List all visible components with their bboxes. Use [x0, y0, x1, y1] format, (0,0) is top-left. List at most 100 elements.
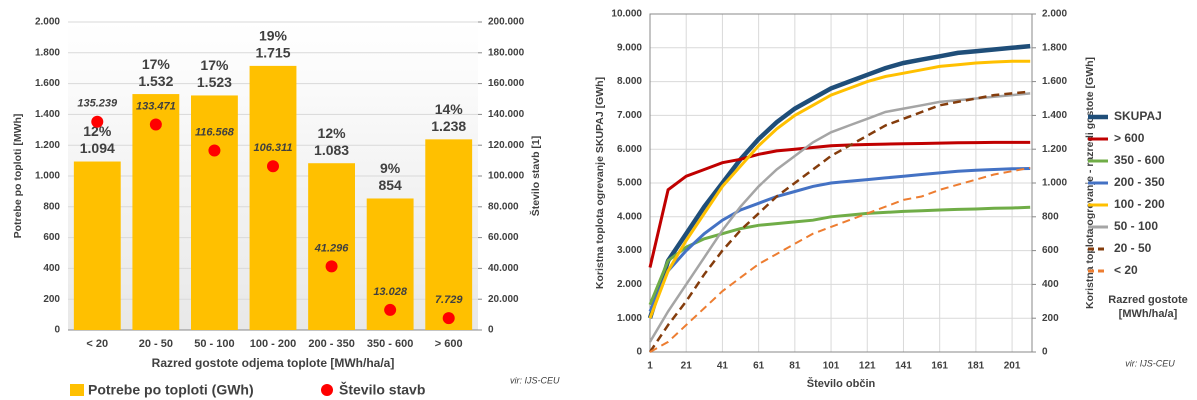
y-axis-title: Koristna toplota ogrevanje SKUPAJ [GWh] [594, 77, 606, 289]
bar-value-label: 854 [378, 177, 402, 193]
share-label: 17% [142, 56, 171, 72]
share-label: 14% [435, 101, 464, 117]
y2-tick-label: 1.800 [1042, 42, 1067, 53]
x-tick-label: 121 [859, 361, 876, 372]
legend-label: SKUPAJ [1114, 109, 1162, 123]
source-note: vir: IJS-CEU [1125, 358, 1175, 368]
y-tick-label: 1.600 [35, 78, 60, 89]
y2-tick-label: 20.000 [488, 294, 519, 305]
point-value-label: 116.568 [195, 126, 235, 138]
x-tick-label: 161 [931, 361, 948, 372]
x-tick-label: < 20 [86, 338, 108, 350]
y-tick-label: 400 [43, 263, 60, 274]
bar [191, 95, 238, 330]
x-axis-title: Število občin [807, 377, 876, 390]
y-tick-label: 0 [54, 325, 60, 336]
point-value-label: 133.471 [136, 100, 176, 112]
y2-tick-label: 180.000 [488, 47, 525, 58]
share-label: 17% [200, 57, 229, 73]
y-tick-label: 1.800 [35, 47, 60, 58]
point [384, 303, 397, 316]
x-tick-label: 101 [823, 361, 840, 372]
bar-value-label: 1.083 [314, 142, 349, 158]
point [91, 115, 104, 128]
y2-tick-label: 80.000 [488, 201, 519, 212]
y-tick-label: 800 [43, 201, 60, 212]
legend-label: 200 - 350 [1114, 175, 1165, 189]
bar [249, 65, 297, 330]
y2-tick-label: 0 [488, 325, 494, 336]
share-label: 12% [318, 125, 347, 141]
bar [425, 139, 473, 330]
y2-tick-label: 1.200 [1042, 144, 1067, 155]
x-tick-label: 1 [647, 361, 653, 372]
y2-tick-label: 200 [1042, 313, 1059, 324]
y2-tick-label: 1.000 [1042, 178, 1067, 189]
legend-swatch [70, 384, 84, 396]
bar-value-label: 1.523 [197, 74, 232, 90]
plot-frame [649, 13, 1033, 353]
y-tick-label: 200 [43, 294, 60, 305]
bar-value-label: 1.532 [138, 73, 173, 89]
point [208, 144, 221, 157]
point-value-label: 13.028 [373, 286, 408, 298]
series-line [649, 166, 1031, 353]
share-label: 9% [380, 160, 401, 176]
x-tick-label: 350 - 600 [367, 338, 413, 350]
y2-tick-label: 160.000 [488, 78, 525, 89]
point-value-label: 106.311 [254, 142, 293, 154]
legend-label: 50 - 100 [1114, 219, 1158, 233]
point [267, 160, 279, 173]
share-label: 19% [259, 28, 288, 44]
share-label: 12% [83, 123, 112, 139]
x-tick-label: 41 [717, 361, 729, 372]
series-line [648, 140, 1031, 268]
point [325, 260, 338, 273]
y2-tick-label: 140.000 [488, 109, 525, 120]
bar-value-label: 1.238 [431, 118, 466, 134]
y-tick-label: 6.000 [617, 144, 642, 155]
x-tick-label: 50 - 100 [194, 338, 234, 350]
x-tick-label: 81 [789, 361, 801, 372]
y-tick-label: 1.000 [617, 313, 642, 324]
legend-label: Število stavb [339, 381, 425, 398]
x-tick-label: > 600 [435, 338, 463, 350]
y-axis-title: Potrebe po toploti [MWh] [12, 114, 24, 239]
bar-value-label: 1.094 [80, 140, 115, 156]
y2-tick-label: 800 [1042, 211, 1059, 222]
y2-tick-label: 40.000 [488, 263, 519, 274]
bar [73, 161, 121, 330]
x-tick-label: 100 - 200 [250, 338, 296, 350]
legend-label: 100 - 200 [1114, 197, 1165, 211]
x-axis-title: Razred gostote odjema toplote [MWh/ha/a] [152, 356, 395, 370]
y2-tick-label: 100.000 [488, 171, 525, 182]
source-note: vir: IJS-CEU [510, 375, 560, 385]
y2-tick-label: 60.000 [488, 232, 519, 243]
legend-label: 350 - 600 [1114, 153, 1165, 167]
legend-swatch [321, 384, 333, 396]
y-tick-label: 1.000 [35, 171, 60, 182]
y2-tick-label: 400 [1042, 279, 1059, 290]
bar-value-label: 1.715 [255, 45, 290, 61]
y-tick-label: 1.400 [35, 109, 60, 120]
legend-label: > 600 [1114, 131, 1145, 145]
x-tick-label: 21 [681, 361, 693, 372]
y-tick-label: 5.000 [617, 178, 642, 189]
point [442, 312, 455, 325]
series-line [648, 167, 1031, 313]
point-value-label: 135.239 [77, 98, 118, 110]
y2-tick-label: 200.000 [488, 17, 525, 28]
x-tick-label: 20 - 50 [139, 338, 173, 350]
bar [308, 163, 355, 330]
legend-label: < 20 [1114, 263, 1138, 277]
y-tick-label: 0 [636, 347, 642, 358]
point-value-label: 7.729 [435, 294, 463, 306]
x-tick-label: 201 [1004, 361, 1021, 372]
y-tick-label: 4.000 [617, 211, 642, 222]
series-line [648, 92, 1031, 343]
legend-label: Potrebe po toploti (GWh) [88, 382, 254, 398]
legend-label: 20 - 50 [1114, 241, 1152, 255]
x-tick-label: 141 [895, 361, 912, 372]
y2-tick-label: 1.400 [1042, 110, 1067, 121]
